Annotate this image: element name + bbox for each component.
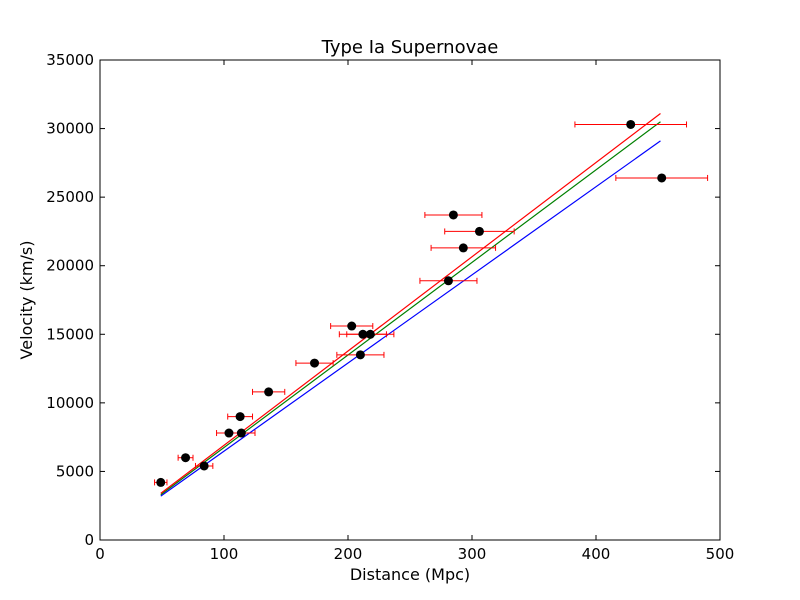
x-tick-label: 300 <box>458 545 487 563</box>
data-point-5 <box>236 428 246 438</box>
data-point-18 <box>657 173 667 183</box>
data-point-14 <box>448 210 458 220</box>
data-point-16 <box>474 226 484 236</box>
data-point-6 <box>235 412 245 422</box>
data-point-2 <box>181 453 191 463</box>
y-tick-label: 5000 <box>56 462 94 480</box>
y-tick-label: 0 <box>84 531 94 549</box>
x-tick-label: 100 <box>210 545 239 563</box>
y-tick-label: 15000 <box>46 325 94 343</box>
y-axis-label: Velocity (km/s) <box>17 241 36 360</box>
y-tick-label: 10000 <box>46 394 94 412</box>
data-point-3 <box>199 461 209 471</box>
data-point-17 <box>626 119 636 129</box>
plot-frame <box>99 59 721 541</box>
data-point-13 <box>443 276 453 286</box>
data-point-11 <box>365 329 375 339</box>
data-point-8 <box>310 358 320 368</box>
x-tick-label: 500 <box>706 545 735 563</box>
x-tick-label: 400 <box>582 545 611 563</box>
data-point-10 <box>358 329 368 339</box>
data-point-9 <box>347 321 357 331</box>
y-tick-label: 30000 <box>46 120 94 138</box>
y-tick-label: 35000 <box>46 51 94 69</box>
data-point-4 <box>224 428 234 438</box>
y-axis-ticks: 0 5000 10000 15000 20000 25000 30000 35000 <box>46 51 720 549</box>
markers-group <box>156 119 667 487</box>
x-axis-ticks: 0 100 200 300 400 500 <box>95 60 734 563</box>
fit-line-1 <box>160 140 661 497</box>
data-point-7 <box>264 387 274 397</box>
x-axis-label: Distance (Mpc) <box>350 565 470 584</box>
y-tick-label: 25000 <box>46 188 94 206</box>
data-point-15 <box>458 243 468 253</box>
chart-title: Type Ia Supernovae <box>321 37 499 58</box>
data-point-1 <box>156 477 166 487</box>
x-tick-label: 200 <box>334 545 363 563</box>
y-tick-label: 20000 <box>46 257 94 275</box>
x-tick-label: 0 <box>95 545 105 563</box>
plot-area <box>100 60 720 540</box>
data-point-12 <box>355 350 365 360</box>
